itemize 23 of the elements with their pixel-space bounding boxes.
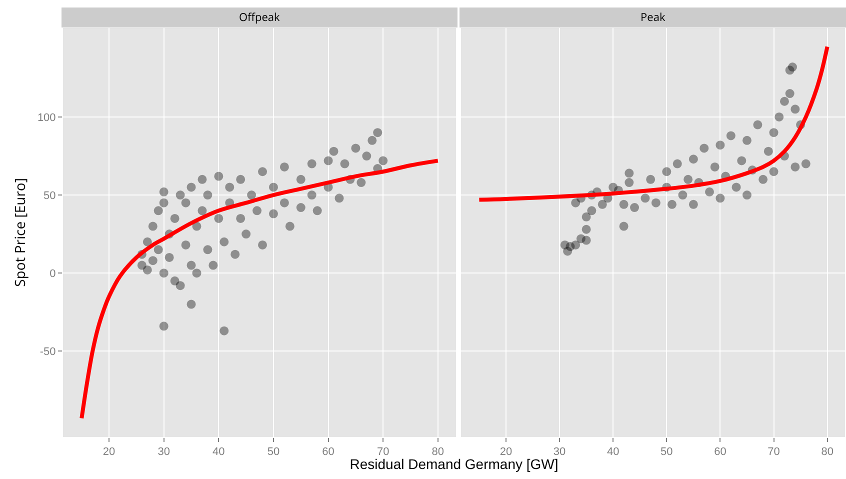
x-tick-label: 70	[768, 446, 780, 458]
x-tick-label: 80	[432, 446, 444, 458]
y-tick-label: 0	[50, 268, 56, 280]
x-tick-label: 50	[660, 446, 673, 458]
y-tick-label: 100	[37, 112, 56, 124]
x-tick-label: 30	[553, 446, 566, 458]
chart-title: Offpeak	[239, 10, 280, 25]
x-tick-label: 40	[606, 446, 620, 458]
x-tick-label: 60	[714, 446, 726, 458]
line-series	[80, 158, 440, 420]
x-tick-label: 20	[500, 446, 512, 458]
y-axis-title: Spot Price [Euro]	[11, 178, 30, 287]
x-tick-label: 20	[102, 446, 116, 458]
y-tick-label: 50	[44, 190, 56, 202]
x-tick-label: 30	[158, 446, 170, 458]
y-tick-label: -50	[40, 346, 56, 358]
x-tick-label: 70	[376, 446, 390, 458]
chart-title: Peak	[640, 10, 666, 25]
x-tick-label: 60	[322, 446, 334, 458]
x-axis-title: Residual Demand Germany [GW]	[350, 456, 558, 472]
x-tick-label: 40	[212, 446, 225, 458]
x-tick-label: 50	[267, 446, 280, 458]
x-tick-label: 80	[821, 446, 834, 458]
